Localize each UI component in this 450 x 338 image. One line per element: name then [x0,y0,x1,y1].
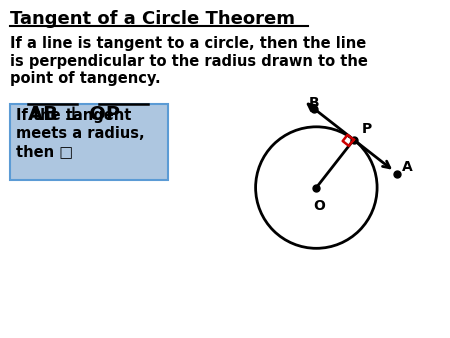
FancyBboxPatch shape [10,104,168,180]
Text: point of tangency.: point of tangency. [10,71,161,86]
Text: P: P [361,122,372,136]
Text: then □: then □ [16,144,73,159]
Text: A: A [402,160,413,174]
Text: Tangent of a Circle Theorem: Tangent of a Circle Theorem [10,10,295,28]
Text: If the tangent: If the tangent [16,108,131,123]
Text: AB ⊥ OP: AB ⊥ OP [28,105,120,124]
Text: meets a radius,: meets a radius, [16,126,144,141]
Text: is perpendicular to the radius drawn to the: is perpendicular to the radius drawn to … [10,54,368,69]
Text: O: O [314,199,325,213]
Text: B: B [309,96,320,111]
Text: If a line is tangent to a circle, then the line: If a line is tangent to a circle, then t… [10,36,366,51]
